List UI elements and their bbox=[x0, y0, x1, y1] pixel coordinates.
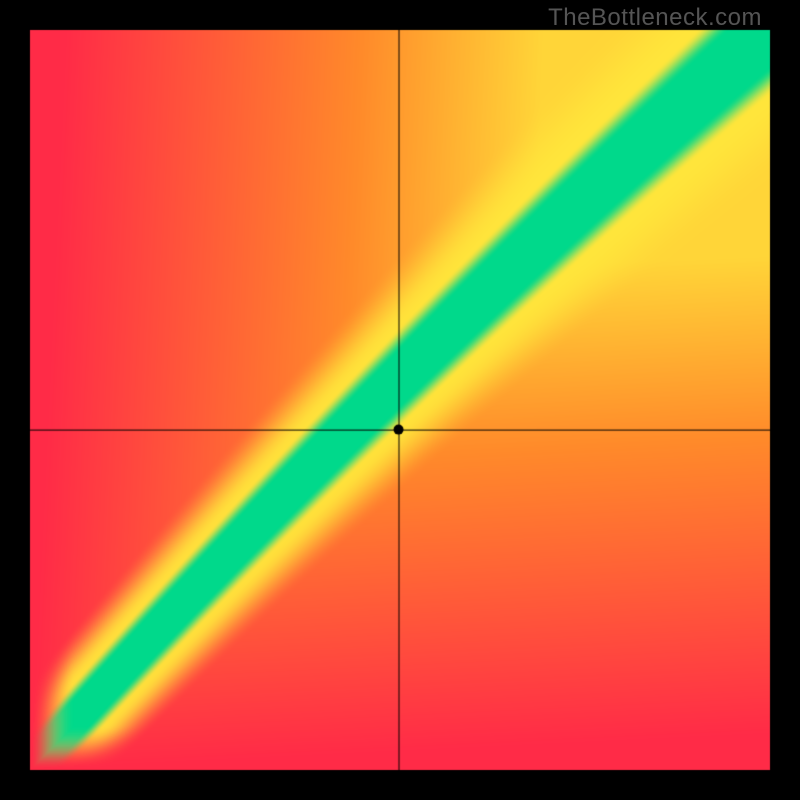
watermark-label: TheBottleneck.com bbox=[548, 4, 762, 32]
bottleneck-heatmap-canvas bbox=[0, 0, 800, 800]
